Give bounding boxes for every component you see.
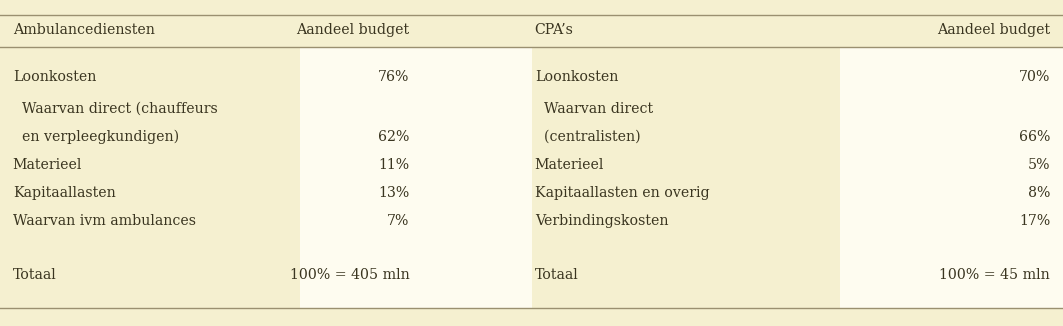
- Text: 13%: 13%: [378, 186, 409, 200]
- Text: Totaal: Totaal: [13, 269, 56, 282]
- Text: Kapitaallasten en overig: Kapitaallasten en overig: [535, 186, 709, 200]
- Text: CPA’s: CPA’s: [535, 23, 574, 37]
- Text: 11%: 11%: [378, 158, 409, 172]
- Text: Waarvan direct: Waarvan direct: [535, 102, 653, 116]
- Text: Materieel: Materieel: [13, 158, 82, 172]
- Text: Ambulancediensten: Ambulancediensten: [13, 23, 154, 37]
- Text: 70%: 70%: [1018, 70, 1050, 83]
- Text: Kapitaallasten: Kapitaallasten: [13, 186, 116, 200]
- Text: 7%: 7%: [387, 214, 409, 228]
- Text: Verbindingskosten: Verbindingskosten: [535, 214, 669, 228]
- Text: Aandeel budget: Aandeel budget: [938, 23, 1050, 37]
- Text: Aandeel budget: Aandeel budget: [297, 23, 409, 37]
- Text: 100% = 405 mln: 100% = 405 mln: [289, 269, 409, 282]
- Text: 100% = 45 mln: 100% = 45 mln: [940, 269, 1050, 282]
- Bar: [840, 47, 1063, 308]
- Text: 62%: 62%: [377, 130, 409, 144]
- Text: Waarvan direct (chauffeurs: Waarvan direct (chauffeurs: [13, 102, 218, 116]
- Text: 17%: 17%: [1019, 214, 1050, 228]
- Text: 66%: 66%: [1018, 130, 1050, 144]
- Text: 8%: 8%: [1028, 186, 1050, 200]
- Text: Waarvan ivm ambulances: Waarvan ivm ambulances: [13, 214, 196, 228]
- Text: Loonkosten: Loonkosten: [13, 70, 96, 83]
- Text: Loonkosten: Loonkosten: [535, 70, 618, 83]
- Text: Totaal: Totaal: [535, 269, 578, 282]
- Text: 76%: 76%: [377, 70, 409, 83]
- Text: (centralisten): (centralisten): [535, 130, 640, 144]
- Text: en verpleegkundigen): en verpleegkundigen): [13, 130, 179, 144]
- Bar: [300, 47, 532, 308]
- Text: Materieel: Materieel: [535, 158, 604, 172]
- Text: 5%: 5%: [1028, 158, 1050, 172]
